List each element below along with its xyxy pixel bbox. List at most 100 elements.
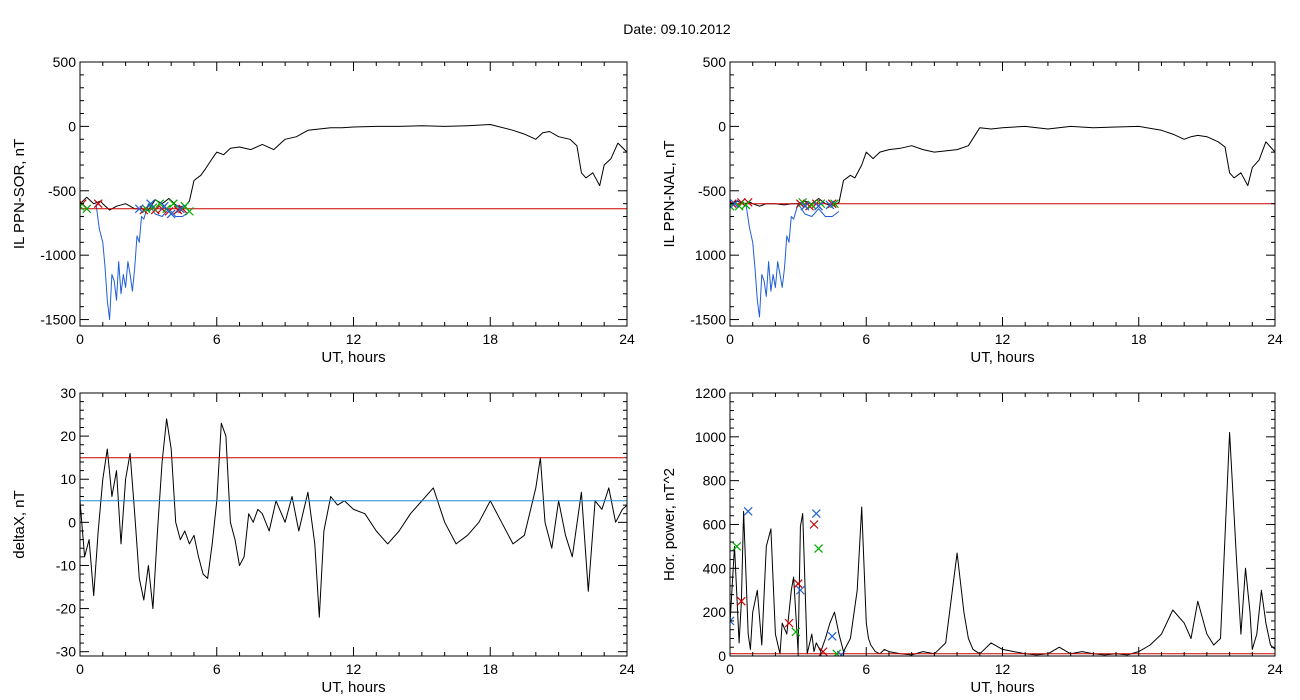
panel-deltax: 0 6 12 18 24 30 20 10 0 -10 -20 -30 UT, hours delta…	[11, 385, 635, 696]
y-tick-label: 0	[718, 118, 726, 134]
event-marker	[175, 204, 185, 214]
event-marker	[82, 204, 92, 214]
axes-frame-p4	[729, 392, 1276, 657]
series-layer	[80, 418, 627, 618]
y-tick-label: 500	[53, 54, 77, 70]
plot-area-p2	[730, 125, 1275, 318]
x-axis-label-p1: UT, hours	[321, 349, 385, 366]
axes-frame-p2	[729, 61, 1276, 327]
series-line-0	[80, 124, 627, 211]
y-axis-label-p2: IL PPN-NAL, nT	[661, 141, 678, 248]
x-tick-label: 18	[482, 661, 498, 677]
x-tick-label: 6	[862, 661, 870, 677]
x-tick-label: 0	[76, 331, 84, 347]
y-axis-label-p3: deltaX, nT	[11, 490, 28, 558]
x-tick-label: 18	[1131, 331, 1147, 347]
event-marker	[814, 544, 823, 554]
y-tick-label: 400	[703, 560, 727, 576]
x-tick-label: 24	[1267, 661, 1283, 677]
x-tick-label: 12	[346, 331, 362, 347]
y-tick-label: 20	[60, 428, 76, 444]
event-marker	[741, 200, 751, 210]
event-marker	[184, 206, 194, 216]
event-marker	[827, 199, 837, 209]
y-tick-label: 1200	[695, 385, 726, 401]
event-marker	[827, 631, 837, 641]
ticks-p2: 0 6 12 18 24 500 0 -500 1000 -1500	[690, 54, 1283, 347]
x-tick-label: 12	[995, 661, 1011, 677]
ticks-p3: 0 6 12 18 24 30 20 10 0 -10 -20 -30	[56, 385, 635, 677]
y-tick-label: -20	[56, 601, 76, 617]
plot-area-p3	[80, 418, 627, 618]
y-axis-label-p1: IL PPN-SOR, nT	[11, 139, 28, 249]
x-tick-label: 24	[1267, 331, 1283, 347]
x-axis-label-p2: UT, hours	[970, 349, 1034, 366]
event-marker	[791, 627, 801, 637]
event-marker	[734, 201, 744, 211]
x-tick-label: 0	[76, 661, 84, 677]
event-marker	[743, 506, 753, 516]
y-tick-label: 800	[703, 473, 727, 489]
x-tick-label: 18	[1131, 661, 1147, 677]
series-layer	[80, 124, 627, 321]
y-tick-label: -1500	[40, 312, 76, 328]
x-axis-label-p3: UT, hours	[321, 679, 385, 696]
panel-il-ppn-nal: 0 6 12 18 24 500 0 -500 1000 -1500 UT, hours IL P…	[661, 54, 1283, 366]
series-line-1	[745, 203, 840, 318]
series-layer	[730, 432, 1275, 656]
y-tick-label: 0	[718, 648, 726, 664]
event-marker	[793, 579, 803, 589]
x-axis-label-p4: UT, hours	[970, 679, 1034, 696]
y-tick-label: -1000	[40, 247, 76, 263]
x-tick-label: 6	[862, 331, 870, 347]
ticks-p4: 0 6 12 18 24 1200 1000 800 600 400 200 0	[695, 385, 1283, 677]
plot-area-p1	[80, 124, 627, 321]
event-marker	[811, 509, 821, 518]
axes-frame-p3	[79, 392, 628, 657]
series-line-0	[730, 125, 1275, 207]
series-line-0	[730, 432, 1275, 656]
y-tick-label: -10	[56, 557, 76, 573]
event-marker	[795, 199, 805, 209]
series-layer	[730, 125, 1275, 318]
y-tick-label: 10	[60, 471, 76, 487]
event-marker	[825, 200, 835, 210]
y-tick-label: 30	[60, 385, 76, 401]
event-marker	[795, 585, 805, 595]
x-tick-label: 12	[995, 331, 1011, 347]
y-tick-label: 0	[68, 514, 76, 530]
y-tick-label: 1000	[695, 247, 726, 263]
y-tick-label: 200	[703, 604, 727, 620]
event-marker	[832, 649, 842, 656]
ticks-p1: 0 6 12 18 24 500 0 -500 -1000 -1500	[40, 54, 635, 347]
x-tick-label: 24	[619, 331, 635, 347]
y-tick-label: 600	[703, 517, 727, 533]
event-marker	[159, 201, 169, 211]
x-tick-label: 6	[213, 661, 221, 677]
event-marker	[730, 199, 739, 209]
event-marker	[169, 199, 178, 209]
event-marker	[146, 199, 156, 209]
event-marker	[155, 199, 165, 209]
y-tick-label: -30	[56, 644, 76, 660]
y-tick-label: 1000	[695, 429, 726, 445]
axes-frame-p1	[79, 61, 628, 327]
figure-title: Date: 09.10.2012	[623, 21, 731, 37]
x-tick-label: 6	[213, 331, 221, 347]
event-marker	[814, 201, 823, 211]
event-marker	[732, 541, 742, 551]
event-marker	[736, 596, 746, 606]
x-tick-label: 18	[482, 331, 498, 347]
y-axis-label-p4: Hor. power, nT^2	[661, 468, 678, 581]
y-tick-label: 0	[68, 118, 76, 134]
x-tick-label: 0	[726, 331, 734, 347]
event-marker	[93, 199, 103, 209]
x-tick-label: 24	[619, 661, 635, 677]
panel-il-ppn-sor: 0 6 12 18 24 500 0 -500 -1000 -1500 UT, hours IL …	[11, 54, 635, 366]
event-marker	[807, 200, 817, 210]
series-line-1	[95, 203, 190, 321]
series-line-0	[80, 418, 627, 618]
event-marker	[730, 616, 735, 626]
y-tick-label: -1500	[690, 312, 726, 328]
